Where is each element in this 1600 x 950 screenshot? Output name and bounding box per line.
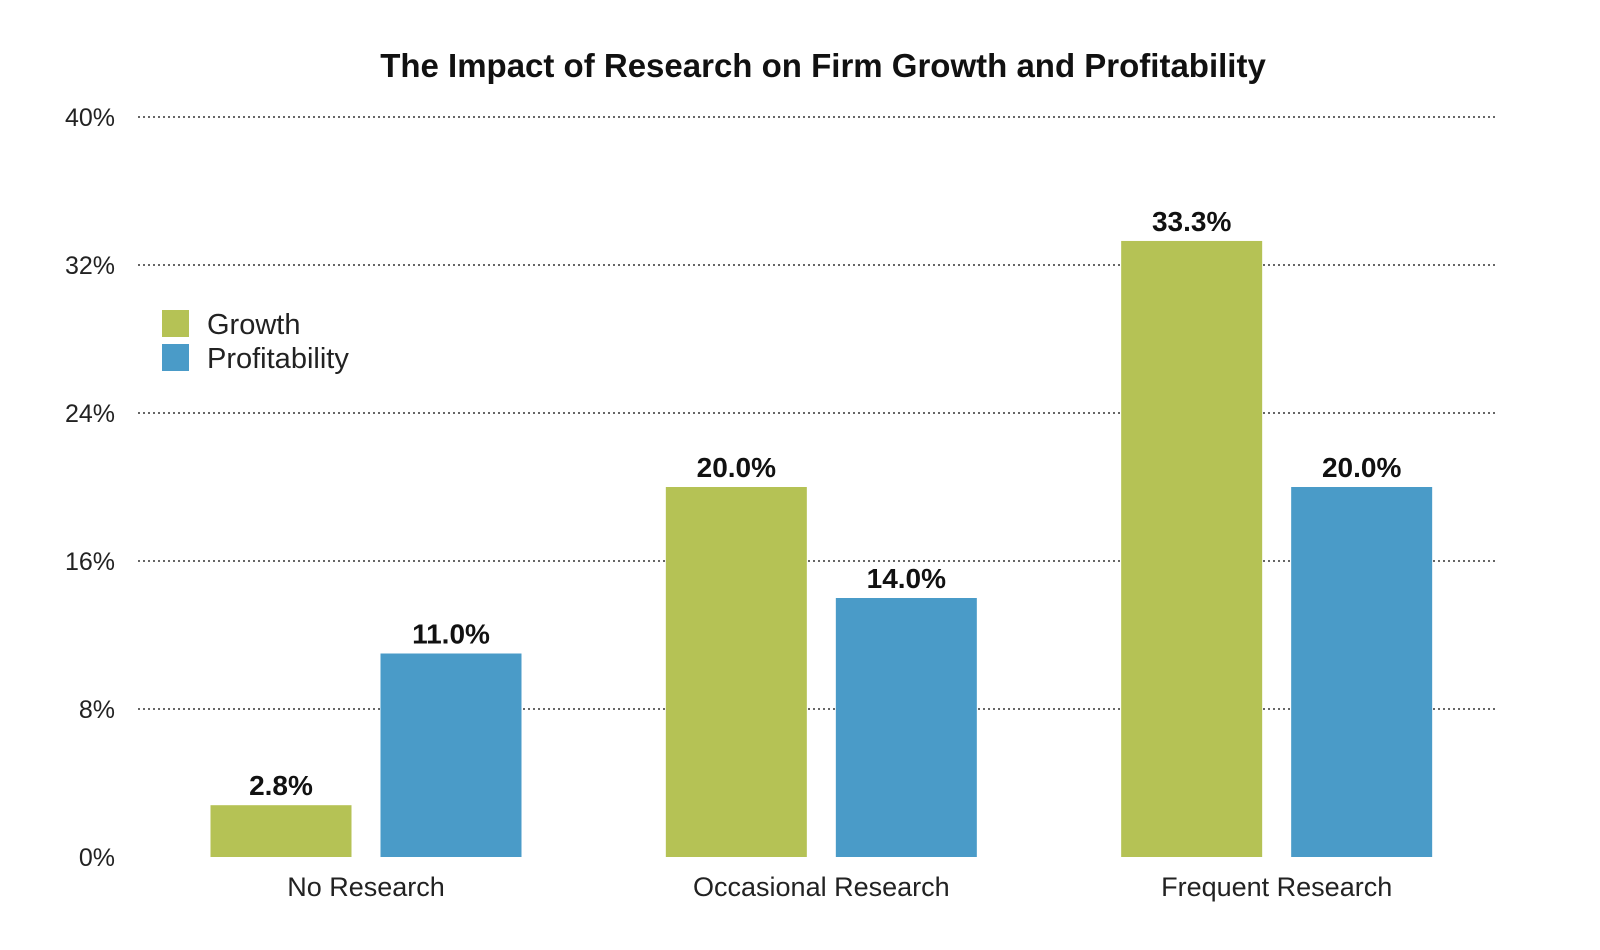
data-labels: 2.8% 11.0% 20.0% 14.0% 33.3% 20.0% xyxy=(249,206,1401,801)
y-tick-label: 8% xyxy=(79,696,115,724)
legend-swatch-growth xyxy=(162,310,189,337)
bar-profitability xyxy=(835,598,977,857)
data-label: 20.0% xyxy=(1322,452,1401,483)
legend-label: Profitability xyxy=(207,343,349,375)
y-tick-label: 24% xyxy=(65,400,115,428)
bar-growth xyxy=(1121,240,1263,857)
bar-growth xyxy=(665,487,807,857)
y-tick-label: 32% xyxy=(65,252,115,280)
data-label: 11.0% xyxy=(412,619,490,650)
bars xyxy=(210,240,1433,857)
y-tick-label: 40% xyxy=(65,104,115,132)
data-label: 20.0% xyxy=(697,452,776,483)
bar-growth xyxy=(210,805,352,857)
legend-label: Growth xyxy=(207,309,300,341)
data-label: 33.3% xyxy=(1152,206,1231,237)
legend-swatch-profitability xyxy=(162,344,189,371)
bar-profitability xyxy=(1291,487,1433,857)
category-labels: No Research Occasional Research Frequent R… xyxy=(287,872,1392,902)
y-tick-label: 0% xyxy=(79,844,115,872)
category-label: Occasional Research xyxy=(693,872,950,902)
y-tick-label: 16% xyxy=(65,548,115,576)
gridlines xyxy=(138,116,1498,710)
category-label: No Research xyxy=(287,872,445,902)
data-label: 2.8% xyxy=(249,770,313,801)
category-label: Frequent Research xyxy=(1161,872,1392,902)
y-axis-tick-labels: 0% 8% 16% 24% 32% 40% xyxy=(65,104,115,872)
data-label: 14.0% xyxy=(867,563,946,594)
chart-title: The Impact of Research on Firm Growth an… xyxy=(380,47,1266,84)
bar-profitability xyxy=(380,653,522,857)
